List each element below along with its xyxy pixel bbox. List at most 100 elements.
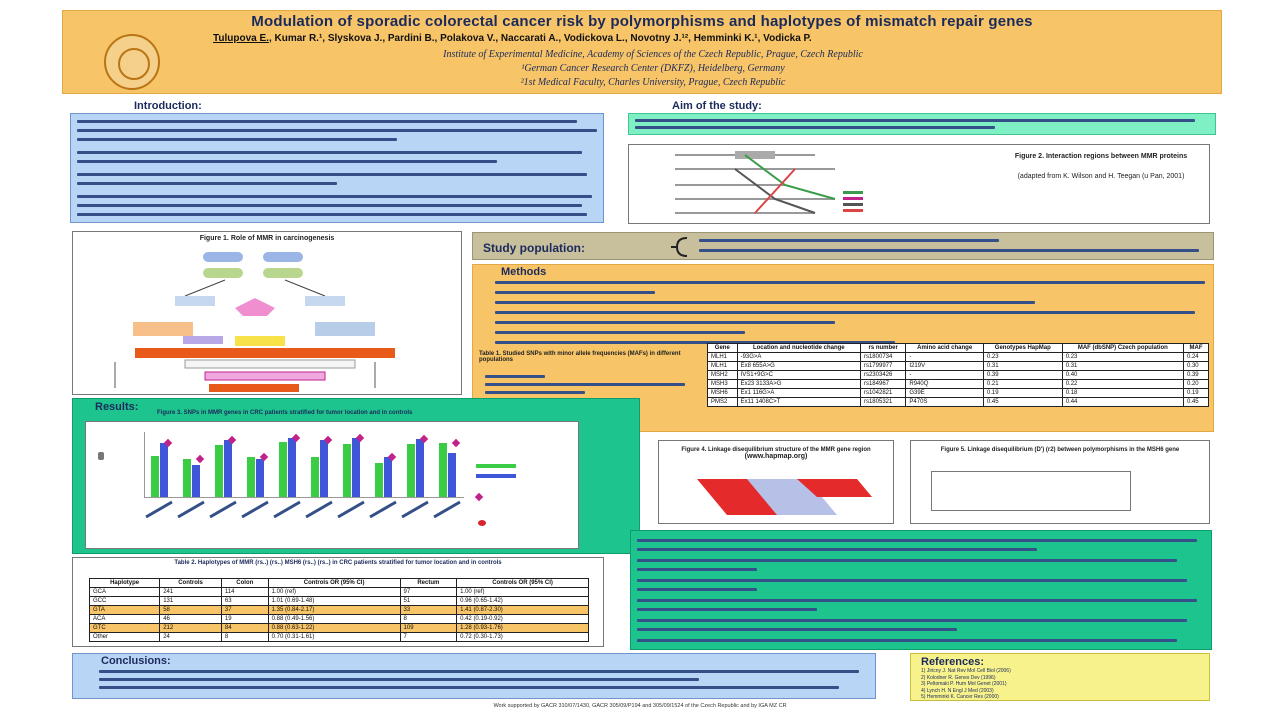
table-2-cell: ACA bbox=[88, 614, 161, 624]
table-1-cell: 0.24 bbox=[1182, 352, 1210, 362]
table-2-cell: 1.00 (ref) bbox=[456, 587, 589, 597]
introduction-box bbox=[70, 113, 604, 223]
table-1-cell: MSH6 bbox=[707, 388, 738, 398]
bar-patients-3 bbox=[256, 458, 264, 497]
table-row: MLH1 -93G>A rs1800734-0.23 0.23 0.24 bbox=[707, 352, 1210, 362]
methods-title: Methods bbox=[501, 266, 547, 278]
table-2-cell: 8 bbox=[220, 632, 269, 642]
table-2-cell: 1.35 (0.84-2.17) bbox=[267, 605, 401, 615]
table-1-cell: 0.23 bbox=[982, 352, 1063, 362]
x-tick-label bbox=[433, 500, 461, 519]
table-2-cell: 0.70 (0.31-1.61) bbox=[267, 632, 401, 642]
table-1-header-2: rs number bbox=[859, 343, 907, 353]
x-tick-label bbox=[369, 500, 397, 519]
table-1-cell: rs2303426 bbox=[859, 370, 907, 380]
bar-controls-6 bbox=[343, 444, 351, 497]
bar-patients-1 bbox=[192, 465, 200, 497]
bar-controls-0 bbox=[151, 456, 159, 497]
x-tick-label bbox=[305, 500, 333, 519]
aim-title: Aim of the study: bbox=[672, 100, 762, 112]
table-1-header-6: MAF bbox=[1182, 343, 1210, 353]
table-2-header-0: Haplotype bbox=[88, 578, 161, 588]
study-population-title: Study population: bbox=[483, 241, 585, 255]
table-2-header-5: Controls OR (95% CI) bbox=[456, 578, 589, 588]
table-1-header-4: Genotypes HapMap bbox=[982, 343, 1063, 353]
table-1-cell: Ex8 655A>G bbox=[736, 361, 861, 371]
bar-controls-8 bbox=[407, 444, 415, 497]
table-1-cell: IVS1+9G>C bbox=[736, 370, 861, 380]
table-1: Gene Location and nucleotide change rs num… bbox=[707, 343, 1210, 407]
x-tick-label bbox=[145, 500, 173, 519]
table-1-caption: Table 1. Studied SNPs with minor allele … bbox=[479, 351, 681, 363]
table-2-cell: 1.28 (0.93-1.76) bbox=[456, 623, 589, 633]
table-2-cell: 58 bbox=[159, 605, 222, 615]
table-2-cell: 1.41 (0.87-2.30) bbox=[456, 605, 589, 615]
table-2-cell: 114 bbox=[220, 587, 269, 597]
table-2-box: Table 2. Haplotypes of MMR (rs..) (rs..)… bbox=[72, 557, 604, 647]
institution-1: Institute of Experimental Medicine, Acad… bbox=[443, 49, 863, 60]
bar-patients-4 bbox=[288, 437, 296, 497]
results-title: Results: bbox=[95, 401, 139, 413]
table-2-cell: 0.72 (0.30-1.73) bbox=[456, 632, 589, 642]
table-2-cell: 109 bbox=[399, 623, 458, 633]
table-1-cell: Ex23 3133A>G bbox=[736, 379, 861, 389]
table-1-cell: rs1042821 bbox=[859, 388, 907, 398]
bar-patients-0 bbox=[160, 442, 168, 497]
other-authors: , Kumar R.¹, Slyskova J., Pardini B., Po… bbox=[268, 33, 812, 44]
conclusions-title: Conclusions: bbox=[101, 655, 171, 667]
figure-1-caption: Figure 1. Role of MMR in carcinogenesis bbox=[199, 235, 335, 242]
x-tick-label bbox=[177, 500, 205, 519]
table-1-cell: 0.31 bbox=[982, 361, 1063, 371]
table-1-cell: MLH1 bbox=[707, 361, 738, 371]
x-tick-label bbox=[337, 500, 365, 519]
reference-item: 5) Hemminki K. Cancer Res (2000) bbox=[921, 694, 999, 700]
bar-patients-2 bbox=[224, 440, 232, 497]
bar-patients-5 bbox=[320, 440, 328, 497]
table-1-cell: 0.39 bbox=[982, 370, 1063, 380]
methods-box: Methods Table 1. Studied SNPs with minor… bbox=[472, 264, 1214, 432]
table-row: PMS2 Ex11 1408C>T rs1805321 P470S 0.45 0.44 0.… bbox=[707, 397, 1210, 407]
table-1-cell: rs1800734 bbox=[859, 352, 907, 362]
mmr-pathway-diagram bbox=[114, 252, 395, 392]
table-2-header-1: Controls bbox=[159, 578, 222, 588]
table-1-cell: - bbox=[905, 370, 984, 380]
legend-controls-swatch bbox=[476, 464, 516, 468]
x-tick-label bbox=[241, 500, 269, 519]
table-2-cell: 0.96 (0.65-1.42) bbox=[456, 596, 589, 606]
bar-controls-2 bbox=[215, 444, 223, 497]
table-2-cell: 63 bbox=[220, 596, 269, 606]
bracket-icon bbox=[671, 237, 688, 257]
table-1-cell: rs1805321 bbox=[859, 397, 907, 407]
bar-patients-8 bbox=[416, 438, 424, 497]
legend-patients-swatch bbox=[476, 474, 516, 478]
y-axis-marker bbox=[98, 452, 104, 460]
table-2-cell: 0.88 (0.63-1.22) bbox=[267, 623, 401, 633]
authors: Tulupova E., Kumar R.¹, Slyskova J., Par… bbox=[213, 33, 812, 44]
references-title: References: bbox=[921, 656, 984, 668]
table-2-cell: 51 bbox=[399, 596, 458, 606]
academy-logo bbox=[104, 34, 160, 90]
references-box: References: 1) Jiricny J. Nat Rev Mol Ce… bbox=[910, 653, 1210, 701]
table-1-cell: rs1799977 bbox=[859, 361, 907, 371]
ld-table bbox=[931, 471, 1131, 511]
table-row: MSH6 Ex1 116G>A rs1042821 G39E 0.19 0.18 0.19 bbox=[707, 388, 1210, 398]
figure-1: Figure 1. Role of MMR in carcinogenesis bbox=[72, 231, 462, 395]
introduction-title: Introduction: bbox=[134, 100, 202, 112]
table-1-cell: -93G>A bbox=[736, 352, 861, 362]
table-1-cell: 0.19 bbox=[982, 388, 1063, 398]
table-row: GCA 241 114 1.00 (ref) 97 1.00 (ref) bbox=[88, 587, 589, 597]
poster-title: Modulation of sporadic colorectal cancer… bbox=[251, 13, 1033, 30]
table-1-header-5: MAF (dbSNP) Czech population bbox=[1061, 343, 1184, 353]
reference-item: 1) Jiricny J. Nat Rev Mol Cell Biol (200… bbox=[921, 668, 1011, 674]
table-1-cell: Ex1 116G>A bbox=[736, 388, 861, 398]
table-row: GTA 58 37 1.35 (0.84-2.17) 33 1.41 (0.87-2.30… bbox=[88, 605, 589, 615]
table-1-cell: 0.22 bbox=[1061, 379, 1184, 389]
table-2-cell: 7 bbox=[399, 632, 458, 642]
table-2-cell: 0.42 (0.19-0.92) bbox=[456, 614, 589, 624]
table-2-header-3: Controls OR (95% CI) bbox=[267, 578, 401, 588]
bar-controls-1 bbox=[183, 459, 191, 497]
table-1-header-1: Location and nucleotide change bbox=[736, 343, 861, 353]
table-1-cell: Ex11 1408C>T bbox=[736, 397, 861, 407]
table-2-header-2: Colon bbox=[220, 578, 269, 588]
institution-2: ¹German Cancer Research Center (DKFZ), H… bbox=[521, 63, 785, 74]
